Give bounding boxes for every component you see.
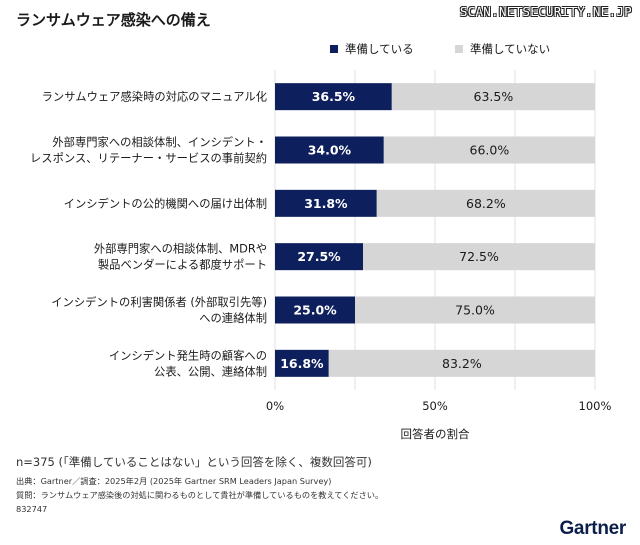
bar-prepared [275, 189, 377, 217]
x-axis-title: 回答者の割合 [401, 427, 470, 441]
chart-title: ランサムウェア感染への備え [16, 11, 211, 29]
bar-prepared [275, 296, 355, 324]
bar-prepared [275, 83, 392, 111]
x-tick-label: 100% [579, 399, 612, 413]
data-label: 66.0% [470, 143, 510, 158]
bar-prepared [275, 136, 384, 164]
watermark: SCAN.NETSECURITY.NE.JP [459, 4, 632, 19]
category-label: インシデントの利害関係者 (外部取引先等) [51, 295, 267, 309]
legend-label-2: 準備していない [470, 42, 550, 56]
data-label: 31.8% [304, 196, 348, 211]
legend-swatch-1 [330, 45, 338, 53]
gartner-logo: Gartner [559, 518, 626, 539]
data-label: 75.0% [455, 303, 495, 318]
data-label: 83.2% [442, 356, 482, 371]
bar-not-prepared [328, 349, 595, 377]
footnotes: n=375 (「準備していることはない」という回答を除く、複数回答可) 出典：G… [16, 454, 383, 516]
category-label: 公表、公開、連絡体制 [154, 364, 267, 378]
data-label: 68.2% [466, 196, 506, 211]
bar-not-prepared [391, 83, 595, 111]
data-label: 27.5% [297, 249, 341, 264]
chart-id: 832747 [16, 504, 48, 514]
data-label: 16.8% [280, 356, 324, 371]
category-label: レスポンス、リテーナー・サービスの事前契約 [30, 151, 267, 165]
category-label: ランサムウェア感染時の対応のマニュアル化 [42, 90, 267, 104]
bar-not-prepared [376, 189, 595, 217]
data-label: 72.5% [459, 249, 499, 264]
bar-not-prepared [363, 243, 595, 271]
data-label: 63.5% [474, 89, 514, 104]
category-label: 製品ベンダーによる都度サポート [98, 258, 267, 272]
category-label: 外部専門家への相談体制、MDRや [94, 242, 267, 256]
legend-swatch-2 [455, 45, 463, 53]
source-note: 出典：Gartner／調査：2025年2月 (2025年 Gartner SRM… [16, 476, 332, 486]
legend-label-1: 準備している [345, 42, 414, 56]
bar-not-prepared [383, 136, 595, 164]
category-label: インシデント発生時の顧客への [109, 348, 267, 362]
x-tick-label: 50% [422, 399, 448, 413]
data-label: 34.0% [308, 143, 352, 158]
bar-prepared [275, 349, 329, 377]
sample-note: n=375 (「準備していることはない」という回答を除く、複数回答可) [16, 455, 372, 469]
x-tick-label: 0% [266, 399, 284, 413]
data-label: 36.5% [312, 89, 356, 104]
question-note: 質問：ランサムウェア感染後の対処に関わるものとして貴社が準備しているものを教えて… [16, 490, 384, 500]
bar-prepared [275, 243, 363, 271]
category-label: への連絡体制 [199, 311, 267, 325]
bar-not-prepared [355, 296, 595, 324]
category-label: インシデントの公的機関への届け出体制 [64, 196, 267, 210]
category-label: 外部専門家への相談体制、インシデント・ [52, 135, 267, 149]
data-label: 25.0% [293, 303, 337, 318]
